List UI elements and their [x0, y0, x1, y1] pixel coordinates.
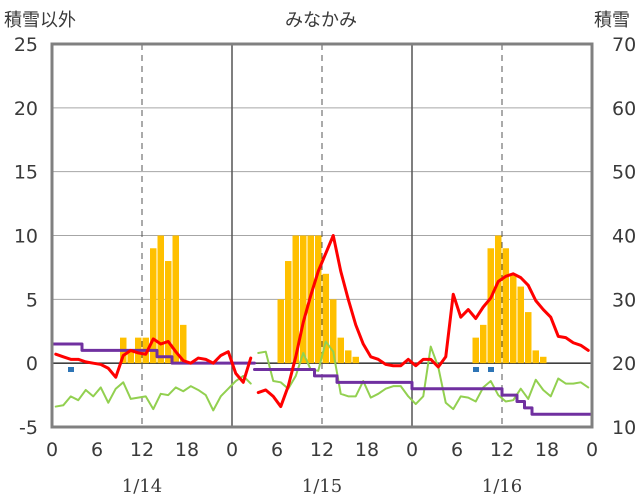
left-tick-label: 10: [14, 226, 38, 248]
snowfall-bar: [180, 324, 187, 364]
right-axis-label: 積雪: [594, 10, 630, 31]
x-tick-label: 0: [406, 439, 418, 461]
frame-layer: [50, 42, 594, 429]
x-tick-label: 12: [130, 439, 154, 461]
snowfall-bar: [300, 235, 307, 364]
snowfall-bar: [292, 235, 299, 364]
right-tick-label: 40: [612, 226, 636, 248]
right-tick-label: 50: [612, 162, 636, 184]
snowfall-bar: [165, 261, 172, 364]
snowfall-bar: [352, 356, 359, 364]
left-tick-label: 15: [14, 162, 38, 184]
snowfall-bar: [285, 261, 292, 364]
temperature-line: [54, 337, 253, 384]
left-axis-label: 積雪以外: [4, 10, 76, 31]
x-tick-label: 0: [226, 439, 238, 461]
right-tick-label: 30: [612, 289, 636, 311]
snow-depth-line: [253, 368, 594, 416]
snowfall-bar: [172, 235, 179, 364]
snowfall-bar: [517, 286, 524, 364]
right-tick-label: 20: [612, 353, 636, 375]
snowfall-bar: [510, 273, 517, 364]
precip-marks: [68, 366, 494, 372]
x-tick-label: 6: [91, 439, 103, 461]
plot-frame: [50, 42, 594, 429]
right-tick-label: 60: [612, 98, 636, 120]
x-tick-label: 12: [490, 439, 514, 461]
snowfall-bar: [277, 299, 284, 364]
wind-line: [54, 374, 252, 412]
snowfall-bar: [532, 350, 539, 364]
snowfall-bar: [502, 248, 509, 364]
day-label: 1/14: [122, 476, 162, 497]
left-tick-label: 25: [14, 34, 38, 56]
grid-layer: [52, 44, 592, 427]
day-label: 1/16: [482, 476, 522, 497]
snowfall-bar: [150, 248, 157, 364]
precip-mark: [473, 366, 479, 372]
precip-mark: [488, 366, 494, 372]
x-tick-label: 18: [355, 439, 379, 461]
right-tick-label: 70: [612, 34, 636, 56]
snowfall-bar: [480, 324, 487, 364]
snowfall-bar: [330, 299, 337, 364]
left-tick-label: -5: [19, 417, 38, 439]
snowfall-bar: [345, 350, 352, 364]
x-tick-label: 18: [535, 439, 559, 461]
right-tick-label: 10: [612, 417, 636, 439]
left-tick-label: 0: [26, 353, 38, 375]
left-tick-label: 5: [26, 289, 38, 311]
snowfall-bar: [315, 235, 322, 364]
snowfall-bar: [495, 235, 502, 364]
x-tick-label: 0: [46, 439, 58, 461]
x-tick-label: 18: [175, 439, 199, 461]
snowfall-bar: [337, 337, 344, 364]
left-tick-label: 20: [14, 98, 38, 120]
series-lines: [50, 234, 594, 416]
snowfall-bar: [540, 356, 547, 364]
snow-depth-line: [50, 342, 256, 365]
temperature-line: [256, 234, 590, 409]
x-tick-label: 6: [451, 439, 463, 461]
snowfall-bar: [127, 350, 134, 364]
x-tick-label: 0: [586, 439, 598, 461]
x-tick-label: 12: [310, 439, 334, 461]
day-label: 1/15: [302, 476, 342, 497]
snowfall-bar: [157, 235, 164, 364]
snowfall-bar: [525, 312, 532, 364]
snowfall-bar: [472, 337, 479, 364]
precip-mark: [68, 366, 74, 372]
snowfall-bar: [322, 273, 329, 364]
x-tick-label: 6: [271, 439, 283, 461]
snowfall-bar: [487, 248, 494, 364]
chart-title: みなかみ: [285, 10, 357, 31]
